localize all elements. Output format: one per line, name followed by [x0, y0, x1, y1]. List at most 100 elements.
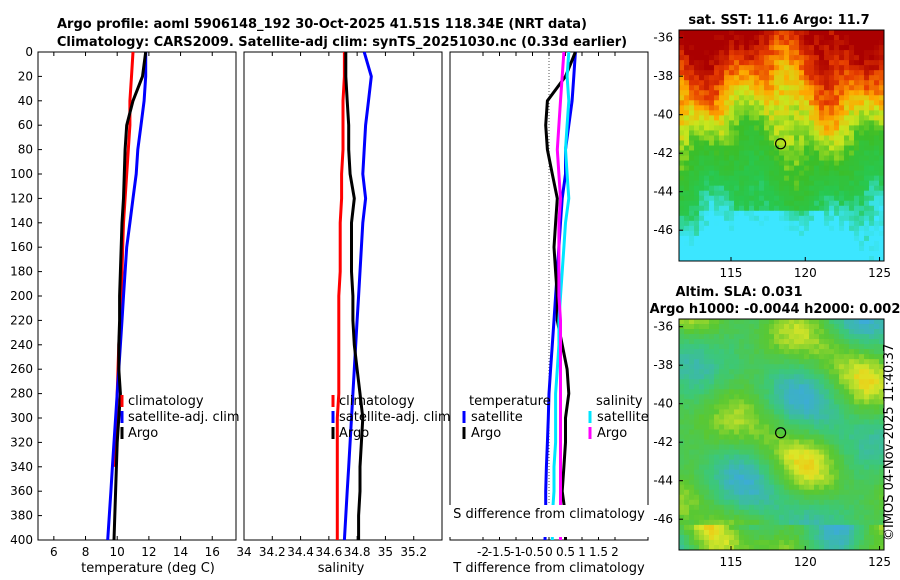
heatmap-cell	[729, 90, 735, 96]
heatmap-cell	[749, 344, 755, 350]
heatmap-cell	[729, 255, 735, 261]
heatmap-cell	[734, 409, 740, 416]
heatmap-cell	[809, 514, 815, 521]
heatmap-cell	[854, 339, 860, 345]
heatmap-cell	[794, 90, 800, 96]
heatmap-cell	[729, 449, 735, 456]
heatmap-cell	[874, 429, 880, 436]
heatmap-cell	[844, 55, 850, 61]
heatmap-cell	[754, 404, 760, 410]
heatmap-cell	[804, 235, 810, 242]
heatmap-cell	[714, 384, 720, 390]
heatmap-cell	[699, 80, 705, 86]
heatmap-cell	[714, 240, 720, 247]
heatmap-cell	[729, 534, 735, 541]
heatmap-cell	[734, 240, 740, 247]
heatmap-cell	[739, 40, 745, 46]
heatmap-cell	[684, 185, 690, 192]
heatmap-cell	[824, 414, 830, 421]
heatmap-cell	[689, 235, 695, 242]
heatmap-cell	[804, 384, 810, 390]
heatmap-cell	[779, 324, 785, 330]
heatmap-cell	[724, 499, 730, 506]
heatmap-cell	[739, 180, 745, 187]
heatmap-cell	[764, 419, 770, 426]
heatmap-cell	[769, 419, 775, 426]
heatmap-cell	[814, 334, 820, 340]
heatmap-cell	[864, 110, 870, 116]
heatmap-cell	[859, 324, 865, 330]
heatmap-cell	[844, 185, 850, 192]
heatmap-cell	[739, 469, 745, 476]
heatmap-cell	[824, 499, 830, 506]
heatmap-cell	[759, 409, 765, 416]
heatmap-cell	[869, 344, 875, 350]
heatmap-cell	[754, 35, 760, 41]
heatmap-cell	[704, 394, 710, 400]
heatmap-cell	[744, 230, 750, 237]
heatmap-cell	[799, 180, 805, 187]
heatmap-cell	[814, 70, 820, 76]
heatmap-cell	[769, 80, 775, 86]
heatmap-cell	[814, 45, 820, 51]
heatmap-cell	[844, 165, 850, 172]
heatmap-cell	[719, 364, 725, 370]
heatmap-cell	[749, 105, 755, 111]
heatmap-cell	[694, 349, 700, 355]
heatmap-cell	[869, 245, 875, 252]
heatmap-cell	[874, 80, 880, 86]
heatmap-cell	[704, 479, 710, 486]
heatmap-cell	[864, 389, 870, 395]
heatmap-cell	[769, 399, 775, 405]
legend-label-satellite: satellite-adj. clim	[339, 410, 451, 425]
heatmap-cell	[799, 200, 805, 207]
heatmap-cell	[699, 210, 705, 217]
heatmap-cell	[839, 240, 845, 247]
heatmap-cell	[869, 230, 875, 237]
heatmap-cell	[684, 499, 690, 506]
heatmap-cell	[739, 494, 745, 501]
heatmap-cell	[869, 190, 875, 197]
heatmap-cell	[774, 499, 780, 506]
heatmap-cell	[729, 145, 735, 152]
heatmap-cell	[814, 165, 820, 172]
heatmap-cell	[684, 539, 690, 546]
heatmap-cell	[694, 499, 700, 506]
heatmap-cell	[834, 235, 840, 242]
heatmap-cell	[834, 180, 840, 187]
heatmap-cell	[694, 479, 700, 486]
heatmap-cell	[714, 100, 720, 106]
heatmap-cell	[859, 85, 865, 91]
heatmap-cell	[754, 95, 760, 101]
heatmap-cell	[824, 454, 830, 461]
heatmap-cell	[684, 464, 690, 471]
heatmap-cell	[729, 464, 735, 471]
heatmap-cell	[809, 220, 815, 227]
heatmap-cell	[844, 489, 850, 496]
heatmap-cell	[789, 100, 795, 106]
heatmap-cell	[849, 494, 855, 501]
heatmap-cell	[834, 175, 840, 182]
heatmap-cell	[709, 419, 715, 426]
heatmap-cell	[879, 404, 884, 410]
heatmap-cell	[709, 344, 715, 350]
heatmap-cell	[809, 409, 815, 416]
heatmap-cell	[839, 364, 845, 370]
heatmap-cell	[744, 225, 750, 232]
heatmap-cell	[864, 504, 870, 511]
heatmap-cell	[854, 319, 860, 325]
heatmap-cell	[849, 349, 855, 355]
heatmap-cell	[709, 150, 715, 157]
heatmap-cell	[719, 444, 725, 451]
heatmap-cell	[779, 394, 785, 400]
heatmap-cell	[864, 185, 870, 192]
heatmap-cell	[679, 519, 685, 526]
heatmap-cell	[839, 454, 845, 461]
heatmap-cell	[704, 90, 710, 96]
heatmap-cell	[804, 374, 810, 380]
heatmap-cell	[784, 359, 790, 365]
heatmap-cell	[749, 324, 755, 330]
heatmap-cell	[709, 544, 715, 550]
heatmap-cell	[799, 190, 805, 197]
heatmap-cell	[689, 70, 695, 76]
